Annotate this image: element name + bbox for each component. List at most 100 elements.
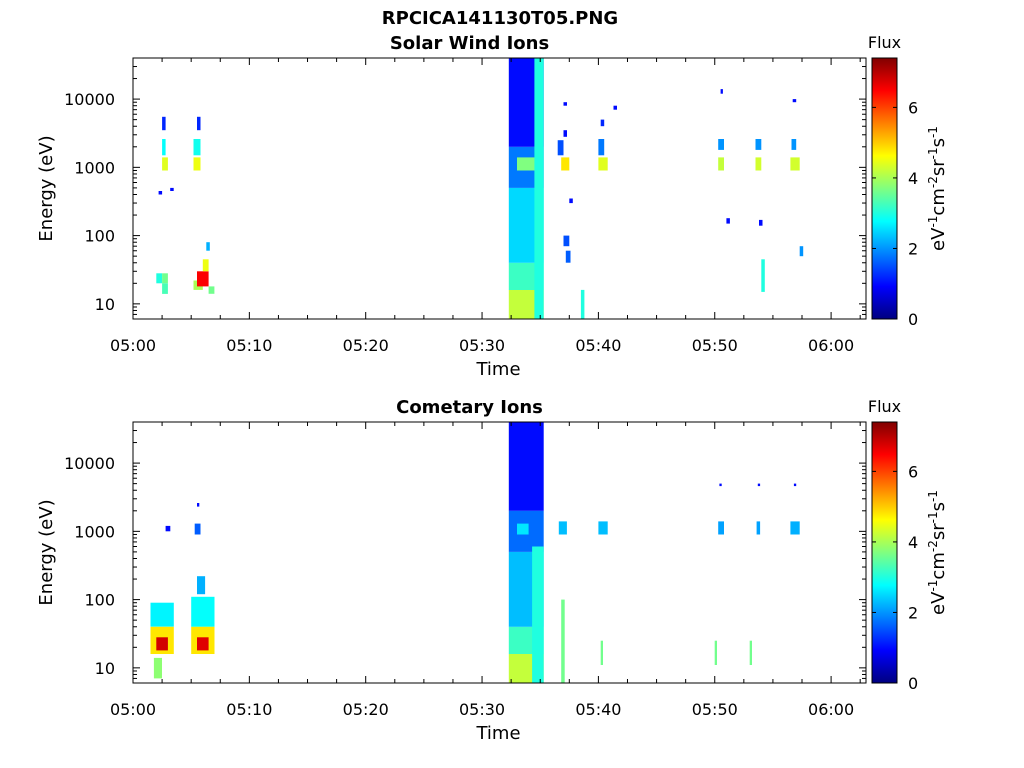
x-tick-label: 05:00 — [110, 700, 156, 719]
heatmap-cell — [508, 422, 544, 511]
x-tick-label: 06:00 — [808, 336, 854, 355]
heatmap-cell — [757, 483, 761, 487]
x-tick-label: 05:30 — [459, 336, 505, 355]
panel-2: Cometary Ions 05:00 05:10 05:20 05:30 05:40 05… — [36, 397, 949, 744]
heatmap-cell — [569, 198, 573, 204]
heatmap-cell — [790, 521, 800, 535]
heatmap-cell — [162, 116, 166, 131]
heatmap-cell — [197, 116, 201, 131]
heatmap-cell — [565, 250, 571, 263]
colorbar-tick-label: 2 — [908, 603, 918, 622]
heatmap-cell — [206, 242, 210, 251]
heatmap-cell — [197, 637, 209, 651]
heatmap-cell — [791, 139, 797, 150]
heatmap-cell — [718, 157, 724, 171]
heatmap-cell — [561, 599, 565, 683]
heatmap-cell — [150, 602, 174, 627]
heatmap-cell — [162, 157, 168, 171]
panel-1: Solar Wind Ions 05:00 05:10 05:20 05:30 05:40… — [36, 33, 949, 380]
heatmap-cell — [156, 637, 168, 651]
y-axis-label: Energy (eV) — [36, 135, 57, 241]
x-tick-label: 05:40 — [575, 700, 621, 719]
heatmap-cell — [153, 657, 162, 679]
heatmap-cell — [165, 525, 171, 532]
heatmap-cell — [532, 546, 544, 683]
x-tick-label: 05:10 — [226, 700, 272, 719]
x-tick-label: 05:50 — [692, 700, 738, 719]
heatmap-cell — [197, 503, 200, 507]
heatmap-cell — [600, 119, 605, 127]
y-axis-label: Energy (eV) — [36, 499, 57, 605]
heatmap-cell — [563, 130, 567, 137]
x-axis-label: Time — [475, 723, 520, 744]
heatmap-cell — [156, 273, 163, 284]
colorbar-title: Flux — [868, 397, 901, 416]
x-tick-label: 05:50 — [692, 336, 738, 355]
heatmap-cell — [170, 187, 174, 191]
heatmap-cell — [193, 157, 201, 171]
panel-title: Cometary Ions — [396, 397, 543, 418]
colorbar: Flux 0 2 4 6 eV-1cm-2sr-1s-1 — [868, 33, 949, 329]
heatmap-cell — [557, 140, 564, 156]
heatmap-cell — [162, 273, 168, 284]
heatmap-cell — [799, 246, 804, 257]
x-tick-label: 05:40 — [575, 336, 621, 355]
heatmap-cell — [563, 235, 570, 247]
x-tick-label: 05:00 — [110, 336, 156, 355]
figure-title: RPCICA141130T05.PNG — [382, 8, 618, 29]
heatmap-cell — [793, 483, 797, 487]
x-tick-label: 05:30 — [459, 700, 505, 719]
heatmap-cell — [194, 523, 201, 535]
heatmap-cell — [517, 157, 535, 171]
heatmap-cell — [191, 596, 215, 627]
y-tick-label: 100 — [84, 227, 115, 246]
heatmap-cell — [755, 157, 762, 171]
colorbar-tick-label: 0 — [908, 310, 918, 329]
heatmap-cell — [598, 521, 608, 535]
heatmap-cell — [761, 259, 765, 292]
x-tick-label: 06:00 — [808, 700, 854, 719]
heatmap-cell — [598, 139, 605, 156]
plot-frame — [132, 57, 867, 320]
colorbar-tick-label: 0 — [908, 674, 918, 693]
colorbar-title: Flux — [868, 33, 901, 52]
heatmap-cell — [749, 640, 752, 665]
y-tick-label: 10000 — [64, 454, 115, 473]
x-tick-label: 05:20 — [343, 700, 389, 719]
heatmap-cell — [790, 157, 800, 171]
colorbar-tick-label: 6 — [908, 462, 918, 481]
y-tick-label: 10 — [95, 295, 115, 314]
colorbar: Flux 0 2 4 6 eV-1cm-2sr-1s-1 — [868, 397, 949, 693]
heatmap-cell — [718, 521, 724, 535]
heatmap-cells — [150, 422, 800, 683]
y-tick-label: 10000 — [64, 90, 115, 109]
panels: Solar Wind Ions 05:00 05:10 05:20 05:30 05:40… — [36, 33, 949, 744]
heatmap-cell — [563, 102, 567, 106]
y-tick-label: 1000 — [74, 522, 115, 541]
heatmap-cell — [561, 157, 570, 171]
heatmap-cell — [158, 191, 163, 195]
heatmap-cell — [714, 640, 717, 665]
y-tick-label: 100 — [84, 591, 115, 610]
colorbar-gradient — [871, 57, 898, 320]
heatmap-cell — [792, 99, 797, 103]
heatmap-cell — [720, 89, 723, 94]
y-tick-label: 1000 — [74, 158, 115, 177]
heatmap-cell — [613, 105, 617, 110]
heatmap-cell — [197, 271, 209, 287]
panel-title: Solar Wind Ions — [390, 33, 549, 54]
colorbar-tick-label: 4 — [908, 169, 918, 188]
heatmap-cell — [580, 289, 585, 319]
heatmap-cell — [162, 139, 166, 156]
heatmap-cell — [756, 521, 761, 535]
heatmap-cell — [197, 576, 206, 595]
heatmap-cell — [755, 139, 762, 150]
heatmap-cells — [156, 58, 804, 319]
heatmap-cell — [208, 286, 215, 294]
heatmap-cell — [162, 283, 168, 294]
x-tick-label: 05:20 — [343, 336, 389, 355]
heatmap-cell — [517, 523, 529, 535]
heatmap-cell — [719, 483, 722, 487]
heatmap-cell — [718, 139, 724, 150]
